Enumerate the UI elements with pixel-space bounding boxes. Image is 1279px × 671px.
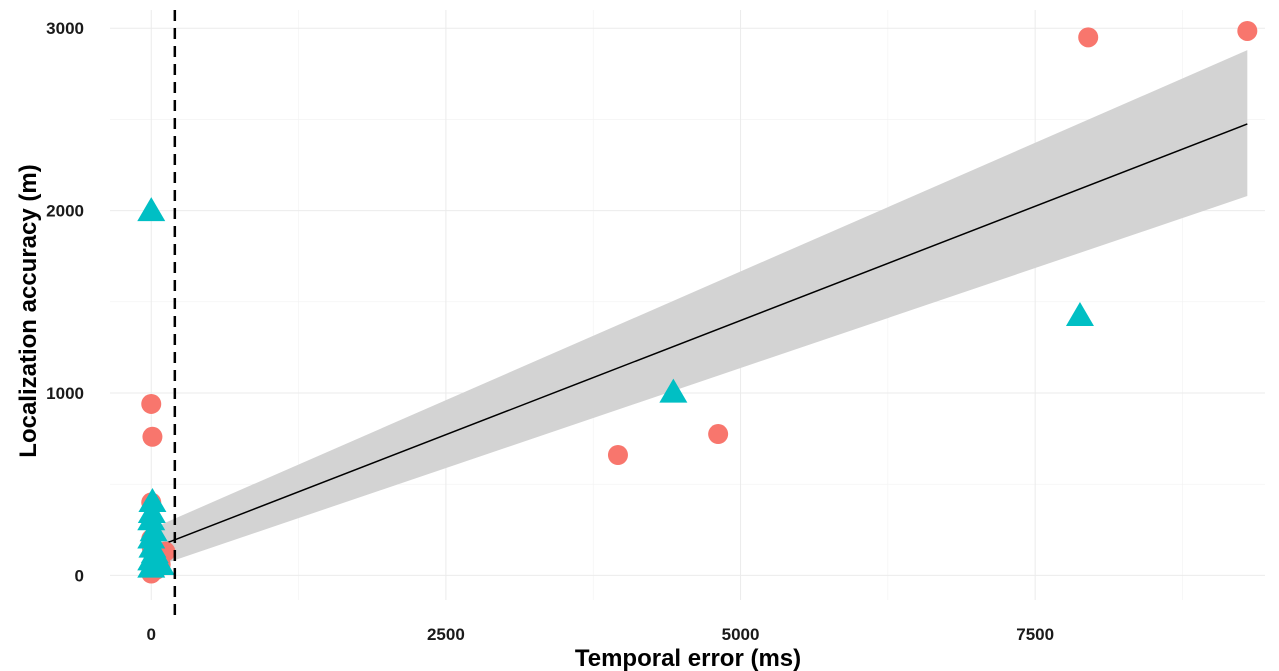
x-tick-label: 2500 <box>427 625 465 644</box>
x-axis-title: Temporal error (ms) <box>575 645 801 671</box>
circle-point <box>142 426 163 447</box>
y-tick-label: 3000 <box>46 19 84 38</box>
y-tick-label: 2000 <box>46 202 84 221</box>
x-tick-label: 7500 <box>1016 625 1054 644</box>
confidence-band <box>151 50 1248 569</box>
circle-point <box>141 393 162 414</box>
triangle-point <box>137 506 166 531</box>
triangle-point <box>137 197 166 222</box>
circle-point <box>607 445 628 466</box>
triangle-point <box>137 553 166 578</box>
triangle-point <box>1065 301 1094 326</box>
y-tick-label: 0 <box>75 566 84 585</box>
fit-line <box>150 123 1248 550</box>
confidence-band-area <box>151 50 1248 569</box>
x-tick-label: 5000 <box>722 625 760 644</box>
data-points <box>137 20 1258 584</box>
y-axis-title: Localization accuracy (m) <box>15 164 42 457</box>
x-axis-ticks: 0 2500 5000 7500 <box>147 625 1055 644</box>
x-tick-label: 0 <box>147 625 156 644</box>
regression-line <box>150 123 1248 550</box>
circle-point <box>1237 20 1258 41</box>
triangle-point <box>659 378 688 403</box>
circle-point <box>708 424 729 445</box>
circle-point <box>1078 27 1099 48</box>
y-axis-ticks: 0 1000 2000 3000 <box>46 19 84 585</box>
y-tick-label: 1000 <box>46 384 84 403</box>
